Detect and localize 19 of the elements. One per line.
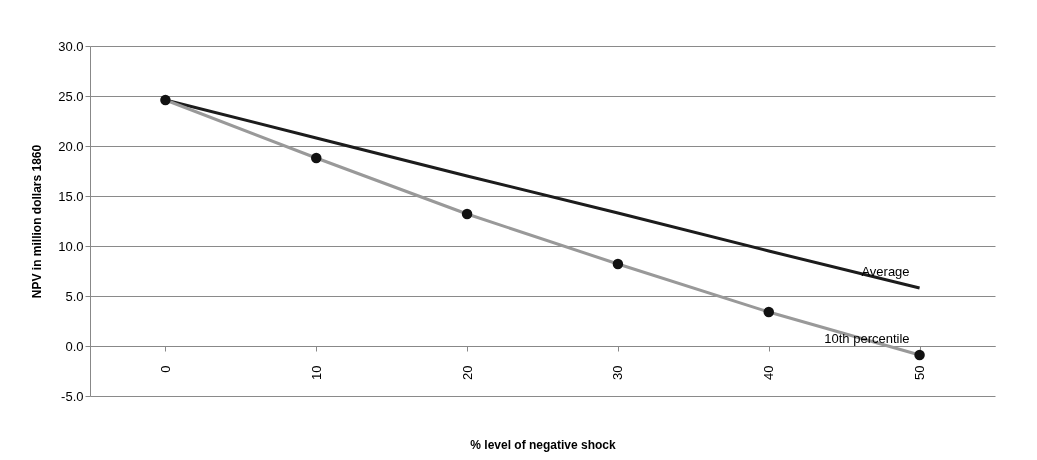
y-tick-label: 15.0 — [58, 188, 84, 204]
x-tick-label: 40 — [761, 365, 777, 380]
x-tick-label: 50 — [912, 365, 928, 380]
y-tick-label: 20.0 — [58, 138, 84, 154]
x-tick-label: 10 — [308, 365, 324, 380]
x-axis-title: % level of negative shock — [470, 437, 617, 452]
y-tick-label: -5.0 — [61, 388, 84, 404]
x-tick-label: 30 — [610, 365, 626, 380]
series-label: 10th percentile — [824, 331, 910, 346]
x-tick-label: 20 — [459, 365, 475, 380]
x-tick-label: 0 — [157, 365, 173, 373]
y-tick-label: 25.0 — [58, 88, 84, 104]
y-tick-label: 0.0 — [65, 338, 84, 354]
y-tick-label: 30.0 — [58, 38, 84, 54]
series-label: Average — [861, 264, 910, 279]
y-tick-label: 5.0 — [65, 288, 84, 304]
y-axis-title: NPV in million dollars 1860 — [30, 144, 45, 299]
point — [160, 94, 171, 106]
y-tick-label: 10.0 — [58, 238, 84, 254]
